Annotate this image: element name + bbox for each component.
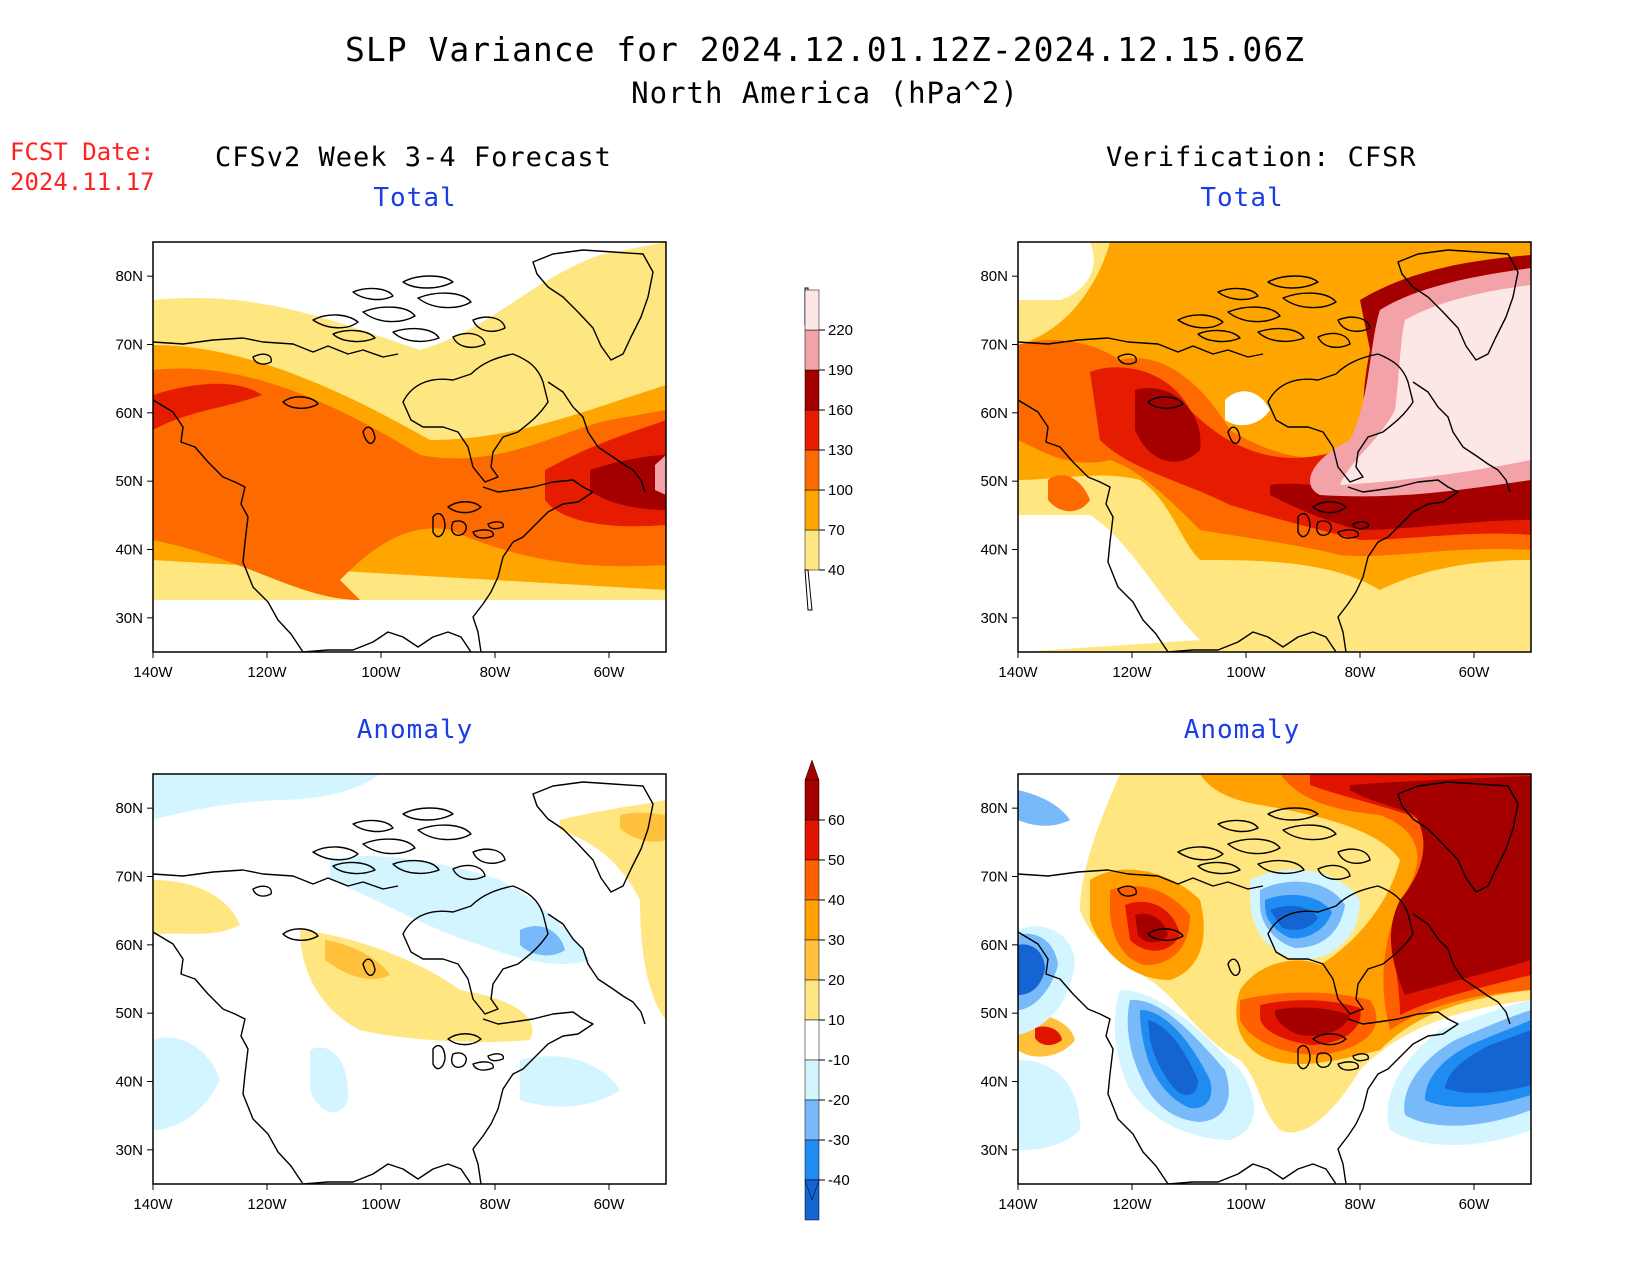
forecast-total-lat-label: 30N bbox=[115, 610, 143, 627]
total-colorbar-label: 190 bbox=[828, 362, 853, 379]
verification-anomaly-lon-label: 120W bbox=[1112, 1196, 1152, 1213]
verification-total-lat-label: 80N bbox=[980, 268, 1008, 285]
anomaly-colorbar-top-triangle bbox=[804, 759, 820, 781]
verification-total-lon-label: 140W bbox=[998, 664, 1038, 681]
verification-anomaly-lat-label: 40N bbox=[980, 1074, 1008, 1091]
forecast-anomaly-lat-label: 40N bbox=[115, 1074, 143, 1091]
total-colorbar-swatch bbox=[804, 489, 820, 531]
anomaly-colorbar-label: 50 bbox=[828, 852, 845, 869]
anomaly-colorbar-label: 60 bbox=[828, 812, 845, 829]
forecast-anomaly-lat-label: 80N bbox=[115, 800, 143, 817]
verification-anomaly-lon-label: 100W bbox=[1226, 1196, 1266, 1213]
total-colorbar: 40 70 100 130 160 190 220 bbox=[804, 287, 853, 611]
verification-total-lon-label: 80W bbox=[1345, 664, 1377, 681]
forecast-total-lon-label: 100W bbox=[361, 664, 401, 681]
verification-anomaly-lon-label: 140W bbox=[998, 1196, 1038, 1213]
anomaly-colorbar: 60 50 40 30 20 10 -10 -20 -30 -40 bbox=[804, 759, 850, 1221]
total-colorbar-label: 40 bbox=[828, 562, 845, 579]
anomaly-colorbar-swatch bbox=[804, 899, 820, 941]
forecast-total-lon-label: 140W bbox=[133, 664, 173, 681]
total-colorbar-swatch bbox=[804, 449, 820, 491]
verification-total-lat-label: 40N bbox=[980, 542, 1008, 559]
forecast-total-lon-label: 80W bbox=[480, 664, 512, 681]
forecast-anomaly-lat-label: 30N bbox=[115, 1142, 143, 1159]
verification-total-lat-label: 70N bbox=[980, 337, 1008, 354]
verification-total-lat-label: 60N bbox=[980, 405, 1008, 422]
verification-anomaly-lon-label: 80W bbox=[1345, 1196, 1377, 1213]
anomaly-colorbar-label: -40 bbox=[828, 1172, 850, 1189]
forecast-total-map bbox=[152, 241, 667, 653]
total-colorbar-label: 70 bbox=[828, 522, 845, 539]
anomaly-colorbar-swatch bbox=[804, 939, 820, 981]
main-subtitle: North America (hPa^2) bbox=[631, 76, 1019, 110]
anomaly-colorbar-label: -20 bbox=[828, 1092, 850, 1109]
total-colorbar-swatch bbox=[804, 289, 820, 331]
forecast-anomaly-lon-label: 80W bbox=[480, 1196, 512, 1213]
verification-total-map bbox=[1017, 241, 1532, 653]
total-colorbar-label: 220 bbox=[828, 322, 853, 339]
anomaly-colorbar-swatch bbox=[804, 1099, 820, 1141]
verification-total-lat-label: 30N bbox=[980, 610, 1008, 627]
fcst-date-label: FCST Date: bbox=[10, 138, 155, 166]
forecast-anomaly-lon-label: 60W bbox=[594, 1196, 626, 1213]
forecast-total-lon-label: 120W bbox=[247, 664, 287, 681]
verification-anomaly-lat-label: 30N bbox=[980, 1142, 1008, 1159]
forecast-anomaly-lat-label: 60N bbox=[115, 937, 143, 954]
verification-total-lon-label: 120W bbox=[1112, 664, 1152, 681]
anomaly-colorbar-swatch bbox=[804, 1139, 820, 1181]
forecast-anomaly-lon-label: 140W bbox=[133, 1196, 173, 1213]
verification-total-lon-label: 100W bbox=[1226, 664, 1266, 681]
anomaly-colorbar-label: -30 bbox=[828, 1132, 850, 1149]
panel-title-forecast-anomaly: Anomaly bbox=[356, 715, 474, 745]
forecast-anomaly-lat-label: 50N bbox=[115, 1005, 143, 1022]
total-colorbar-label: 130 bbox=[828, 442, 853, 459]
main-title: SLP Variance for 2024.12.01.12Z-2024.12.… bbox=[345, 30, 1305, 69]
total-colorbar-swatch bbox=[804, 409, 820, 451]
forecast-anomaly-lon-label: 120W bbox=[247, 1196, 287, 1213]
total-colorbar-label: 100 bbox=[828, 482, 853, 499]
forecast-anomaly-map bbox=[152, 773, 667, 1185]
total-colorbar-swatch bbox=[804, 529, 820, 571]
verification-column-title: Verification: CFSR bbox=[1106, 142, 1417, 173]
panel-title-verification-total: Total bbox=[1200, 183, 1284, 213]
total-colorbar-swatch bbox=[804, 329, 820, 371]
forecast-total-lat-label: 40N bbox=[115, 542, 143, 559]
total-colorbar-label: 160 bbox=[828, 402, 853, 419]
anomaly-colorbar-label: 10 bbox=[828, 1012, 845, 1029]
verification-total-lat-label: 50N bbox=[980, 473, 1008, 490]
forecast-column-title: CFSv2 Week 3-4 Forecast bbox=[215, 142, 612, 173]
anomaly-colorbar-label: 20 bbox=[828, 972, 845, 989]
forecast-total-lon-label: 60W bbox=[594, 664, 626, 681]
anomaly-colorbar-label: 30 bbox=[828, 932, 845, 949]
forecast-total-lat-label: 60N bbox=[115, 405, 143, 422]
forecast-anomaly-lon-label: 100W bbox=[361, 1196, 401, 1213]
panel-title-verification-anomaly: Anomaly bbox=[1183, 715, 1301, 745]
anomaly-colorbar-label: 40 bbox=[828, 892, 845, 909]
anomaly-colorbar-label: -10 bbox=[828, 1052, 850, 1069]
forecast-total-lat-label: 50N bbox=[115, 473, 143, 490]
anomaly-colorbar-bottom-triangle bbox=[804, 1179, 820, 1201]
anomaly-colorbar-swatch bbox=[804, 819, 820, 861]
forecast-total-lat-label: 70N bbox=[115, 337, 143, 354]
anomaly-colorbar-swatch bbox=[804, 859, 820, 901]
anomaly-colorbar-swatch bbox=[804, 779, 820, 821]
anomaly-colorbar-swatch bbox=[804, 979, 820, 1021]
verification-anomaly-lat-label: 70N bbox=[980, 869, 1008, 886]
verification-anomaly-lat-label: 60N bbox=[980, 937, 1008, 954]
anomaly-colorbar-swatch bbox=[804, 1059, 820, 1101]
verification-anomaly-lat-label: 50N bbox=[980, 1005, 1008, 1022]
fcst-date-value: 2024.11.17 bbox=[10, 168, 155, 196]
verification-anomaly-map bbox=[1017, 773, 1532, 1185]
verification-anomaly-lon-label: 60W bbox=[1459, 1196, 1491, 1213]
total-colorbar-swatch bbox=[804, 369, 820, 411]
verification-anomaly-lat-label: 80N bbox=[980, 800, 1008, 817]
forecast-anomaly-lat-label: 70N bbox=[115, 869, 143, 886]
forecast-total-lat-label: 80N bbox=[115, 268, 143, 285]
anomaly-colorbar-swatch bbox=[804, 1019, 820, 1061]
verification-total-lon-label: 60W bbox=[1459, 664, 1491, 681]
panel-title-forecast-total: Total bbox=[373, 183, 457, 213]
